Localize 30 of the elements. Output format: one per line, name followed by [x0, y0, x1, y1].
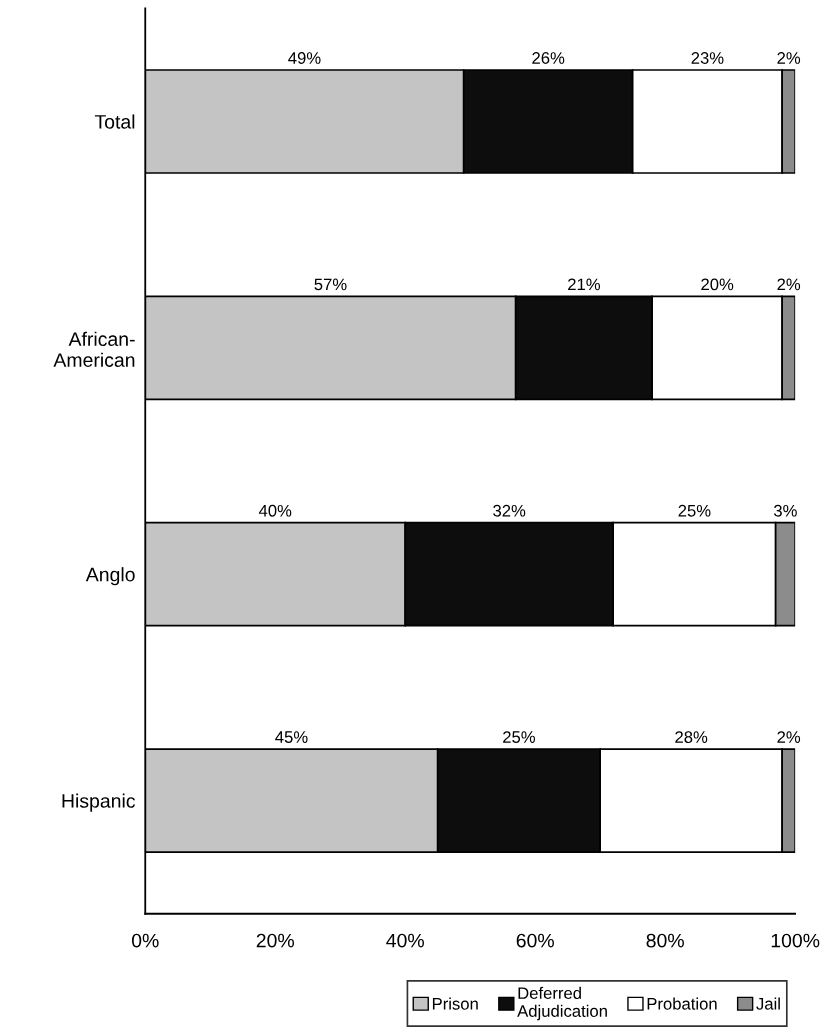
- data-label: 20%: [701, 278, 734, 291]
- y-tick-label: African- American: [53, 331, 135, 367]
- data-label: 25%: [503, 731, 536, 743]
- x-tick-label: 40%: [386, 933, 424, 948]
- data-label: 2%: [777, 278, 801, 291]
- data-label: 21%: [568, 278, 601, 291]
- data-label: 25%: [678, 504, 711, 517]
- y-tick-label: Anglo: [85, 567, 135, 586]
- data-label: 2%: [777, 731, 801, 743]
- data-label: 49%: [288, 52, 321, 64]
- data-label: 57%: [314, 278, 347, 291]
- x-tick-label: 100%: [771, 933, 820, 948]
- data-label: 40%: [258, 504, 292, 517]
- legend-label: Probation: [647, 997, 717, 1010]
- data-label: 3%: [773, 504, 797, 517]
- x-tick-label: 60%: [516, 933, 554, 948]
- x-tick-label: 80%: [646, 933, 684, 948]
- data-label: 23%: [691, 52, 724, 64]
- data-label: 32%: [493, 504, 526, 517]
- x-tick-label: 20%: [256, 933, 294, 948]
- data-label: 2%: [777, 52, 801, 64]
- data-label: 26%: [532, 52, 565, 64]
- y-tick-label: Total: [94, 114, 135, 129]
- legend-label: Deferred Adjudication: [517, 986, 607, 1021]
- x-tick-label: 0%: [131, 933, 159, 948]
- legend-label: Prison: [432, 997, 478, 1010]
- data-label: 28%: [675, 731, 708, 743]
- legend-label: Jail: [756, 997, 780, 1010]
- y-tick-label: Hispanic: [62, 793, 136, 812]
- data-label: 45%: [275, 731, 308, 743]
